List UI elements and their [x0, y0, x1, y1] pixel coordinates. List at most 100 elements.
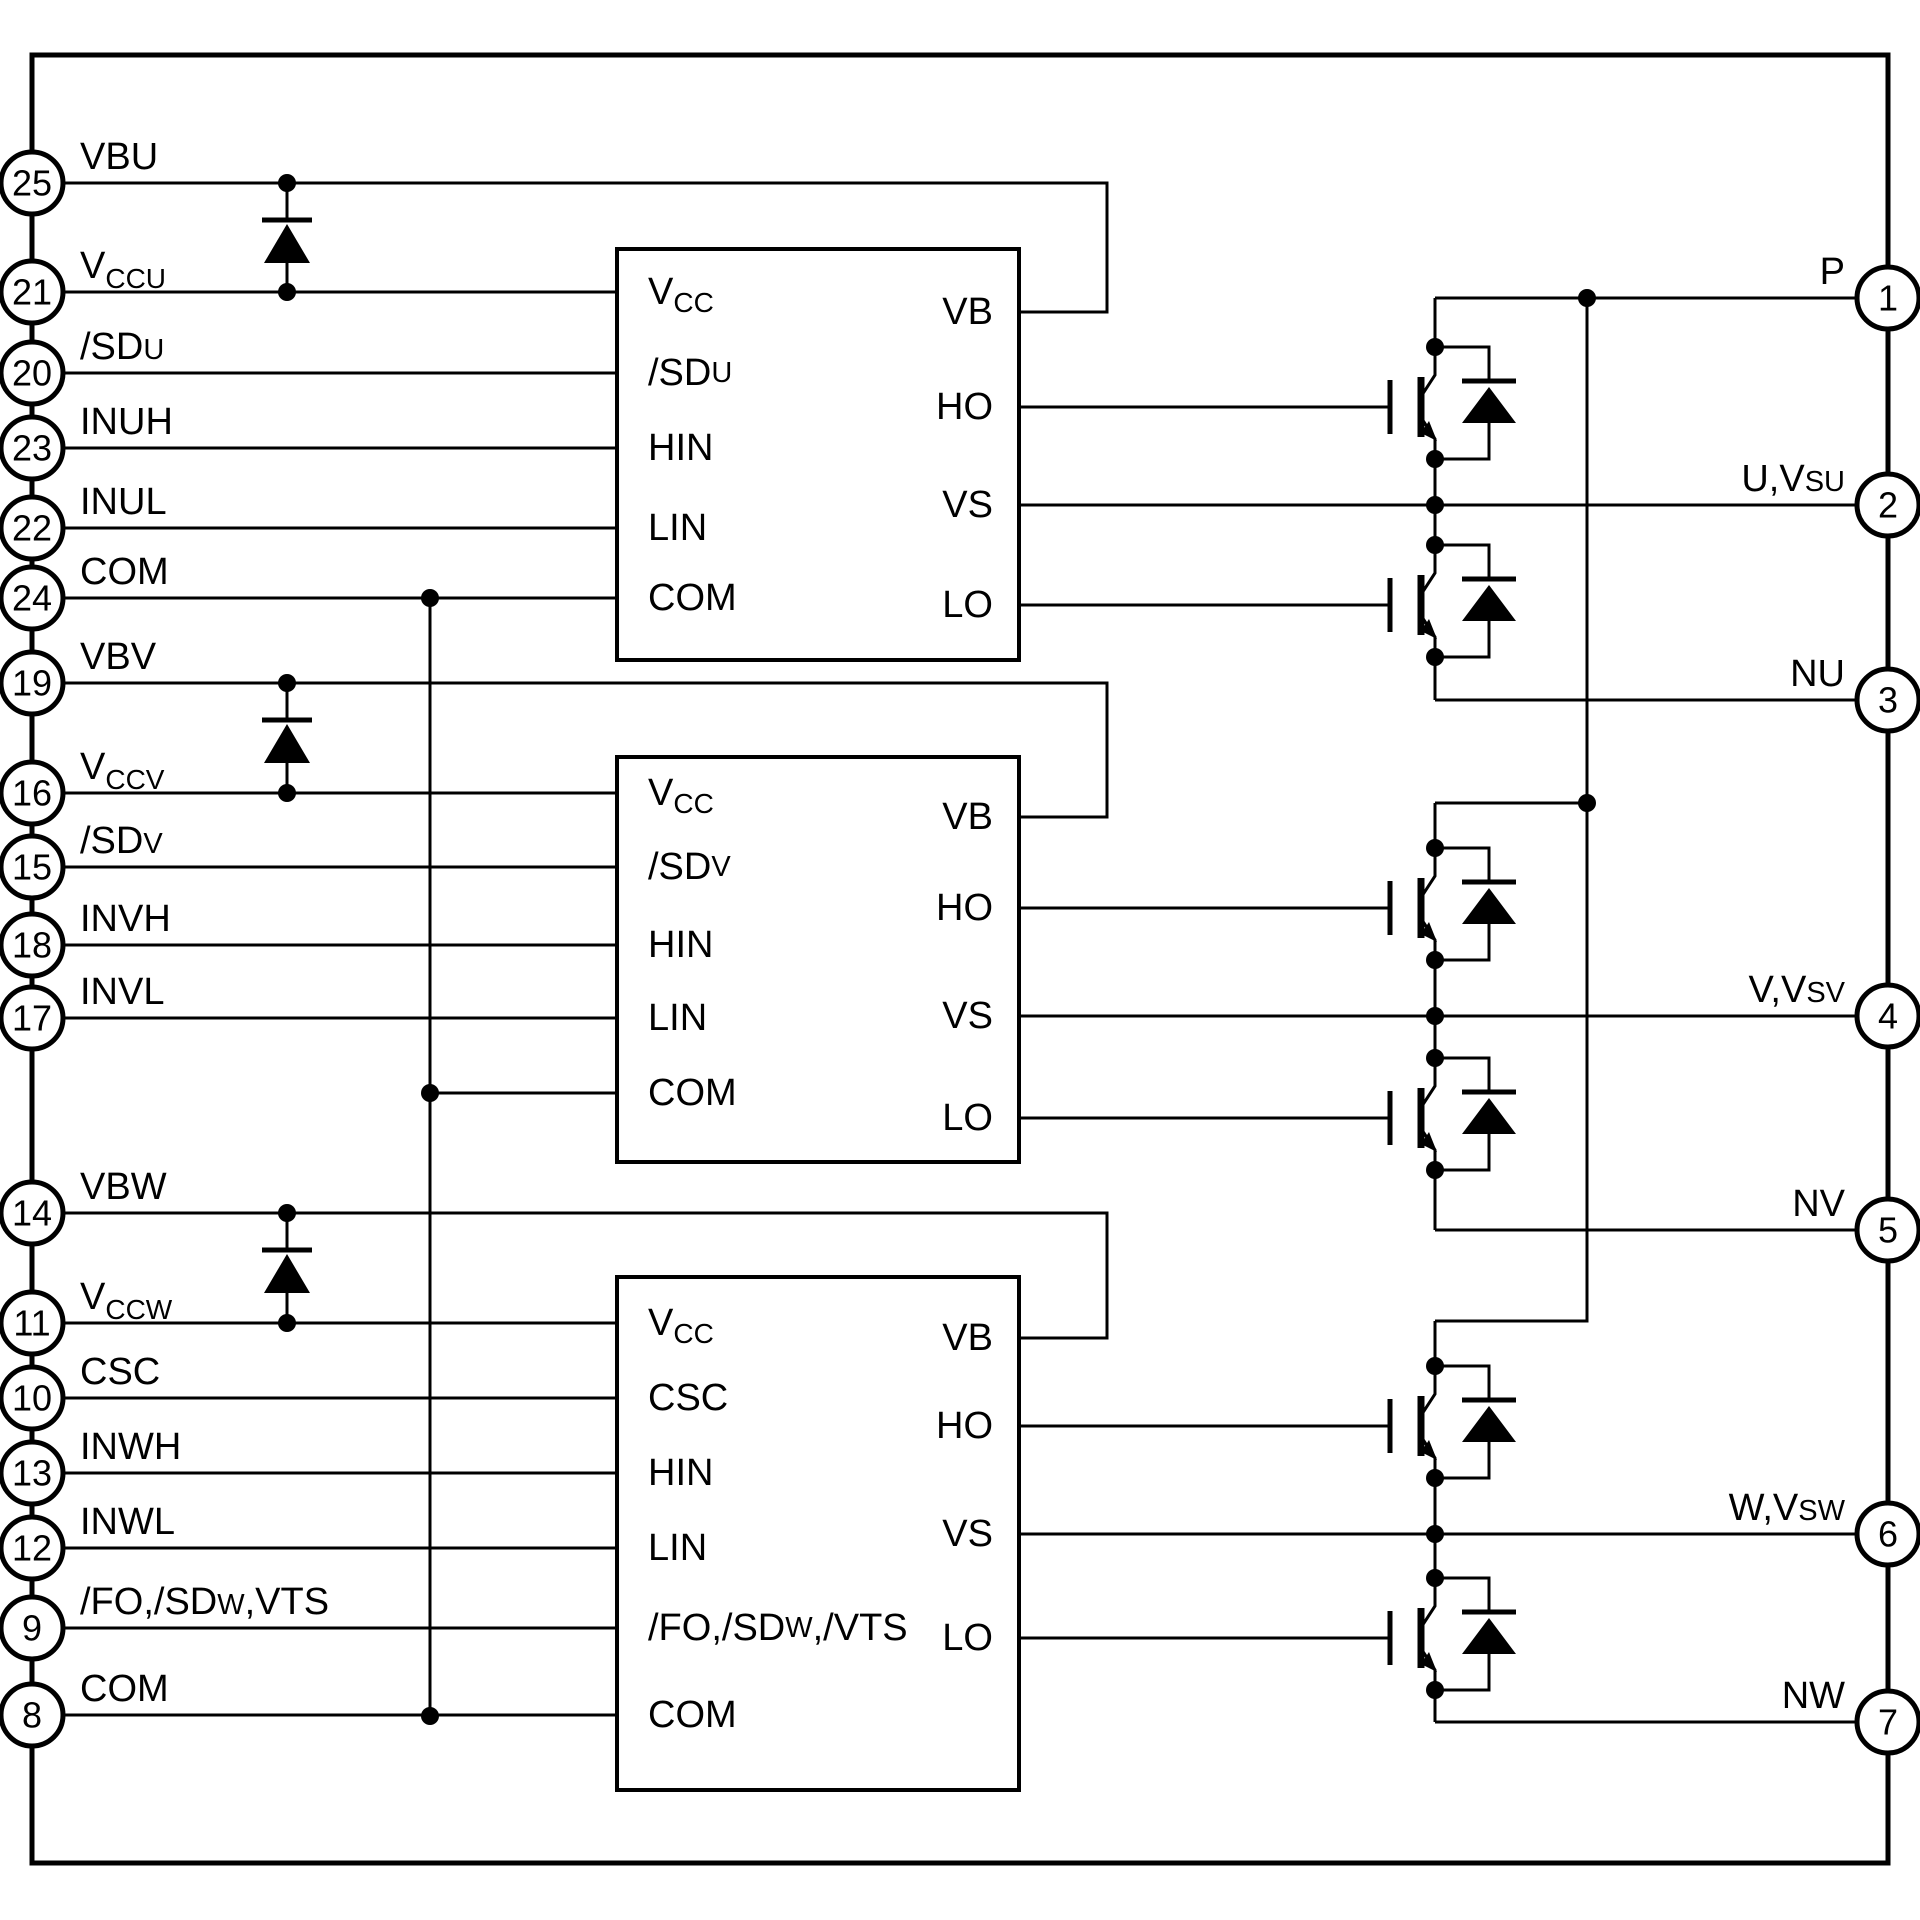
igbt-emitter-arrow: [1421, 1132, 1437, 1152]
pin-number-2: 2: [1878, 485, 1898, 526]
driver-w-output-label: LO: [942, 1617, 993, 1659]
junction-dot: [1426, 1681, 1444, 1699]
pin-number-22: 22: [12, 508, 52, 549]
bootstrap-diode-w: [262, 1213, 312, 1323]
pin-number-19: 19: [12, 663, 52, 704]
pin-label-21: VCCU: [80, 245, 166, 294]
pin-17: 17 INVL: [0, 971, 164, 1052]
pin-circle-23: [0, 414, 66, 482]
bootstrap-diodes: [262, 183, 312, 1323]
junction-dot: [1426, 1469, 1444, 1487]
pin-circle-22: [0, 494, 66, 562]
driver-w-input-label: CSC: [648, 1377, 728, 1419]
driver-block-v: [615, 755, 1021, 1164]
freewheel-diode-triangle: [1462, 585, 1516, 621]
pin-label-14: VBW: [80, 1166, 167, 1208]
pin-circle-11: [0, 1289, 66, 1357]
pin-label-1: P: [1820, 251, 1845, 293]
junction-dot: [1426, 648, 1444, 666]
pin-number-23: 23: [12, 428, 52, 469]
pin-1: 1P: [1820, 251, 1920, 332]
pin-number-9: 9: [22, 1608, 42, 1649]
pin-label-16: VCCV: [80, 746, 165, 795]
pin-circle-2: [1854, 471, 1920, 539]
pin-number-15: 15: [12, 847, 52, 888]
pin-number-3: 3: [1878, 680, 1898, 721]
pin-number-5: 5: [1878, 1210, 1898, 1251]
pin-circle-16: [0, 759, 66, 827]
gate-wires: [1019, 405, 1390, 1640]
pin-circle-4: [1854, 982, 1920, 1050]
pin-label-22: INUL: [80, 481, 167, 523]
pin-21: 21 VCCU: [0, 245, 166, 326]
igbt-v-low: [1387, 1056, 1516, 1172]
pin-label-24: COM: [80, 551, 169, 593]
pin-label-19: VBV: [80, 636, 157, 678]
pin-circle-13: [0, 1439, 66, 1507]
driver-w-output-label: VB: [942, 1317, 993, 1359]
bootstrap-diode-triangle: [264, 1254, 310, 1293]
pin-circle-15: [0, 833, 66, 901]
pin-circle-7: [1854, 1688, 1920, 1756]
pin-number-7: 7: [1878, 1702, 1898, 1743]
driver-w-input-label: /FO,/SDW,/VTS: [648, 1607, 908, 1649]
pin-circle-24: [0, 564, 66, 632]
pin-circle-10: [0, 1364, 66, 1432]
driver-w-output-label: HO: [936, 1405, 993, 1447]
driver-v-output-label: VS: [942, 995, 993, 1037]
junction-dot: [421, 1084, 439, 1102]
pin-20: 20/SDU: [0, 326, 164, 407]
pin-9: 9/FO,/SDW,VTS: [0, 1581, 329, 1662]
driver-u-input-label: /SDU: [648, 352, 732, 394]
junction-dot: [1426, 1357, 1444, 1375]
package-pins: 25VBU21VCCU20/SDU23INUH22INUL24COM19VBV1…: [0, 136, 1920, 1756]
pin-16: 16 VCCV: [0, 746, 165, 827]
junction-dot: [278, 674, 296, 692]
pin-18: 18 INVH: [0, 898, 171, 979]
pin-label-6: W,VSW: [1729, 1487, 1846, 1529]
pin-4: 4 V,VSV: [1749, 969, 1920, 1050]
pin-number-14: 14: [12, 1193, 52, 1234]
junction-dot: [278, 1204, 296, 1222]
pin-label-8: COM: [80, 1668, 169, 1710]
pin-number-6: 6: [1878, 1514, 1898, 1555]
driver-w-input-label: LIN: [648, 1527, 707, 1569]
pin-7: 7 NW: [1782, 1675, 1920, 1756]
pin-number-10: 10: [12, 1378, 52, 1419]
junction-dot: [1426, 536, 1444, 554]
bootstrap-diode-u: [262, 183, 312, 292]
pin-number-25: 25: [12, 163, 52, 204]
junction-dot: [1426, 1161, 1444, 1179]
junction-dot: [421, 589, 439, 607]
igbt-emitter-arrow: [1421, 421, 1437, 441]
pin-19: 19 VBV: [0, 636, 157, 717]
junction-dot: [1426, 338, 1444, 356]
pin-circle-14: [0, 1179, 66, 1247]
junction-dot: [1426, 839, 1444, 857]
driver-u-input-label: HIN: [648, 427, 713, 469]
driver-v-input-label: VCC: [648, 772, 714, 819]
driver-u-output-label: HO: [936, 386, 993, 428]
bootstrap-diode-triangle: [264, 224, 310, 263]
freewheel-diode-triangle: [1462, 1618, 1516, 1654]
junction-dot: [1426, 1049, 1444, 1067]
driver-v-output-label: HO: [936, 887, 993, 929]
driver-v-input-label: HIN: [648, 924, 713, 966]
junction-dot: [1426, 1525, 1444, 1543]
junction-dot: [278, 1314, 296, 1332]
pin-label-11: VCCW: [80, 1276, 173, 1325]
pin-3: 3 NU: [1790, 653, 1920, 734]
pin-number-18: 18: [12, 925, 52, 966]
junction-dot: [278, 784, 296, 802]
bootstrap-diode-v: [262, 683, 312, 793]
pin-label-12: INWL: [80, 1501, 175, 1543]
com-bus: [428, 598, 617, 1716]
driver-w-input-label: COM: [648, 1694, 737, 1736]
pin-number-1: 1: [1878, 278, 1898, 319]
driver-u-input-label: COM: [648, 577, 737, 619]
junction-dot: [1426, 1569, 1444, 1587]
driver-u-output-label: VS: [942, 484, 993, 526]
driver-v-output-label: VB: [942, 796, 993, 838]
